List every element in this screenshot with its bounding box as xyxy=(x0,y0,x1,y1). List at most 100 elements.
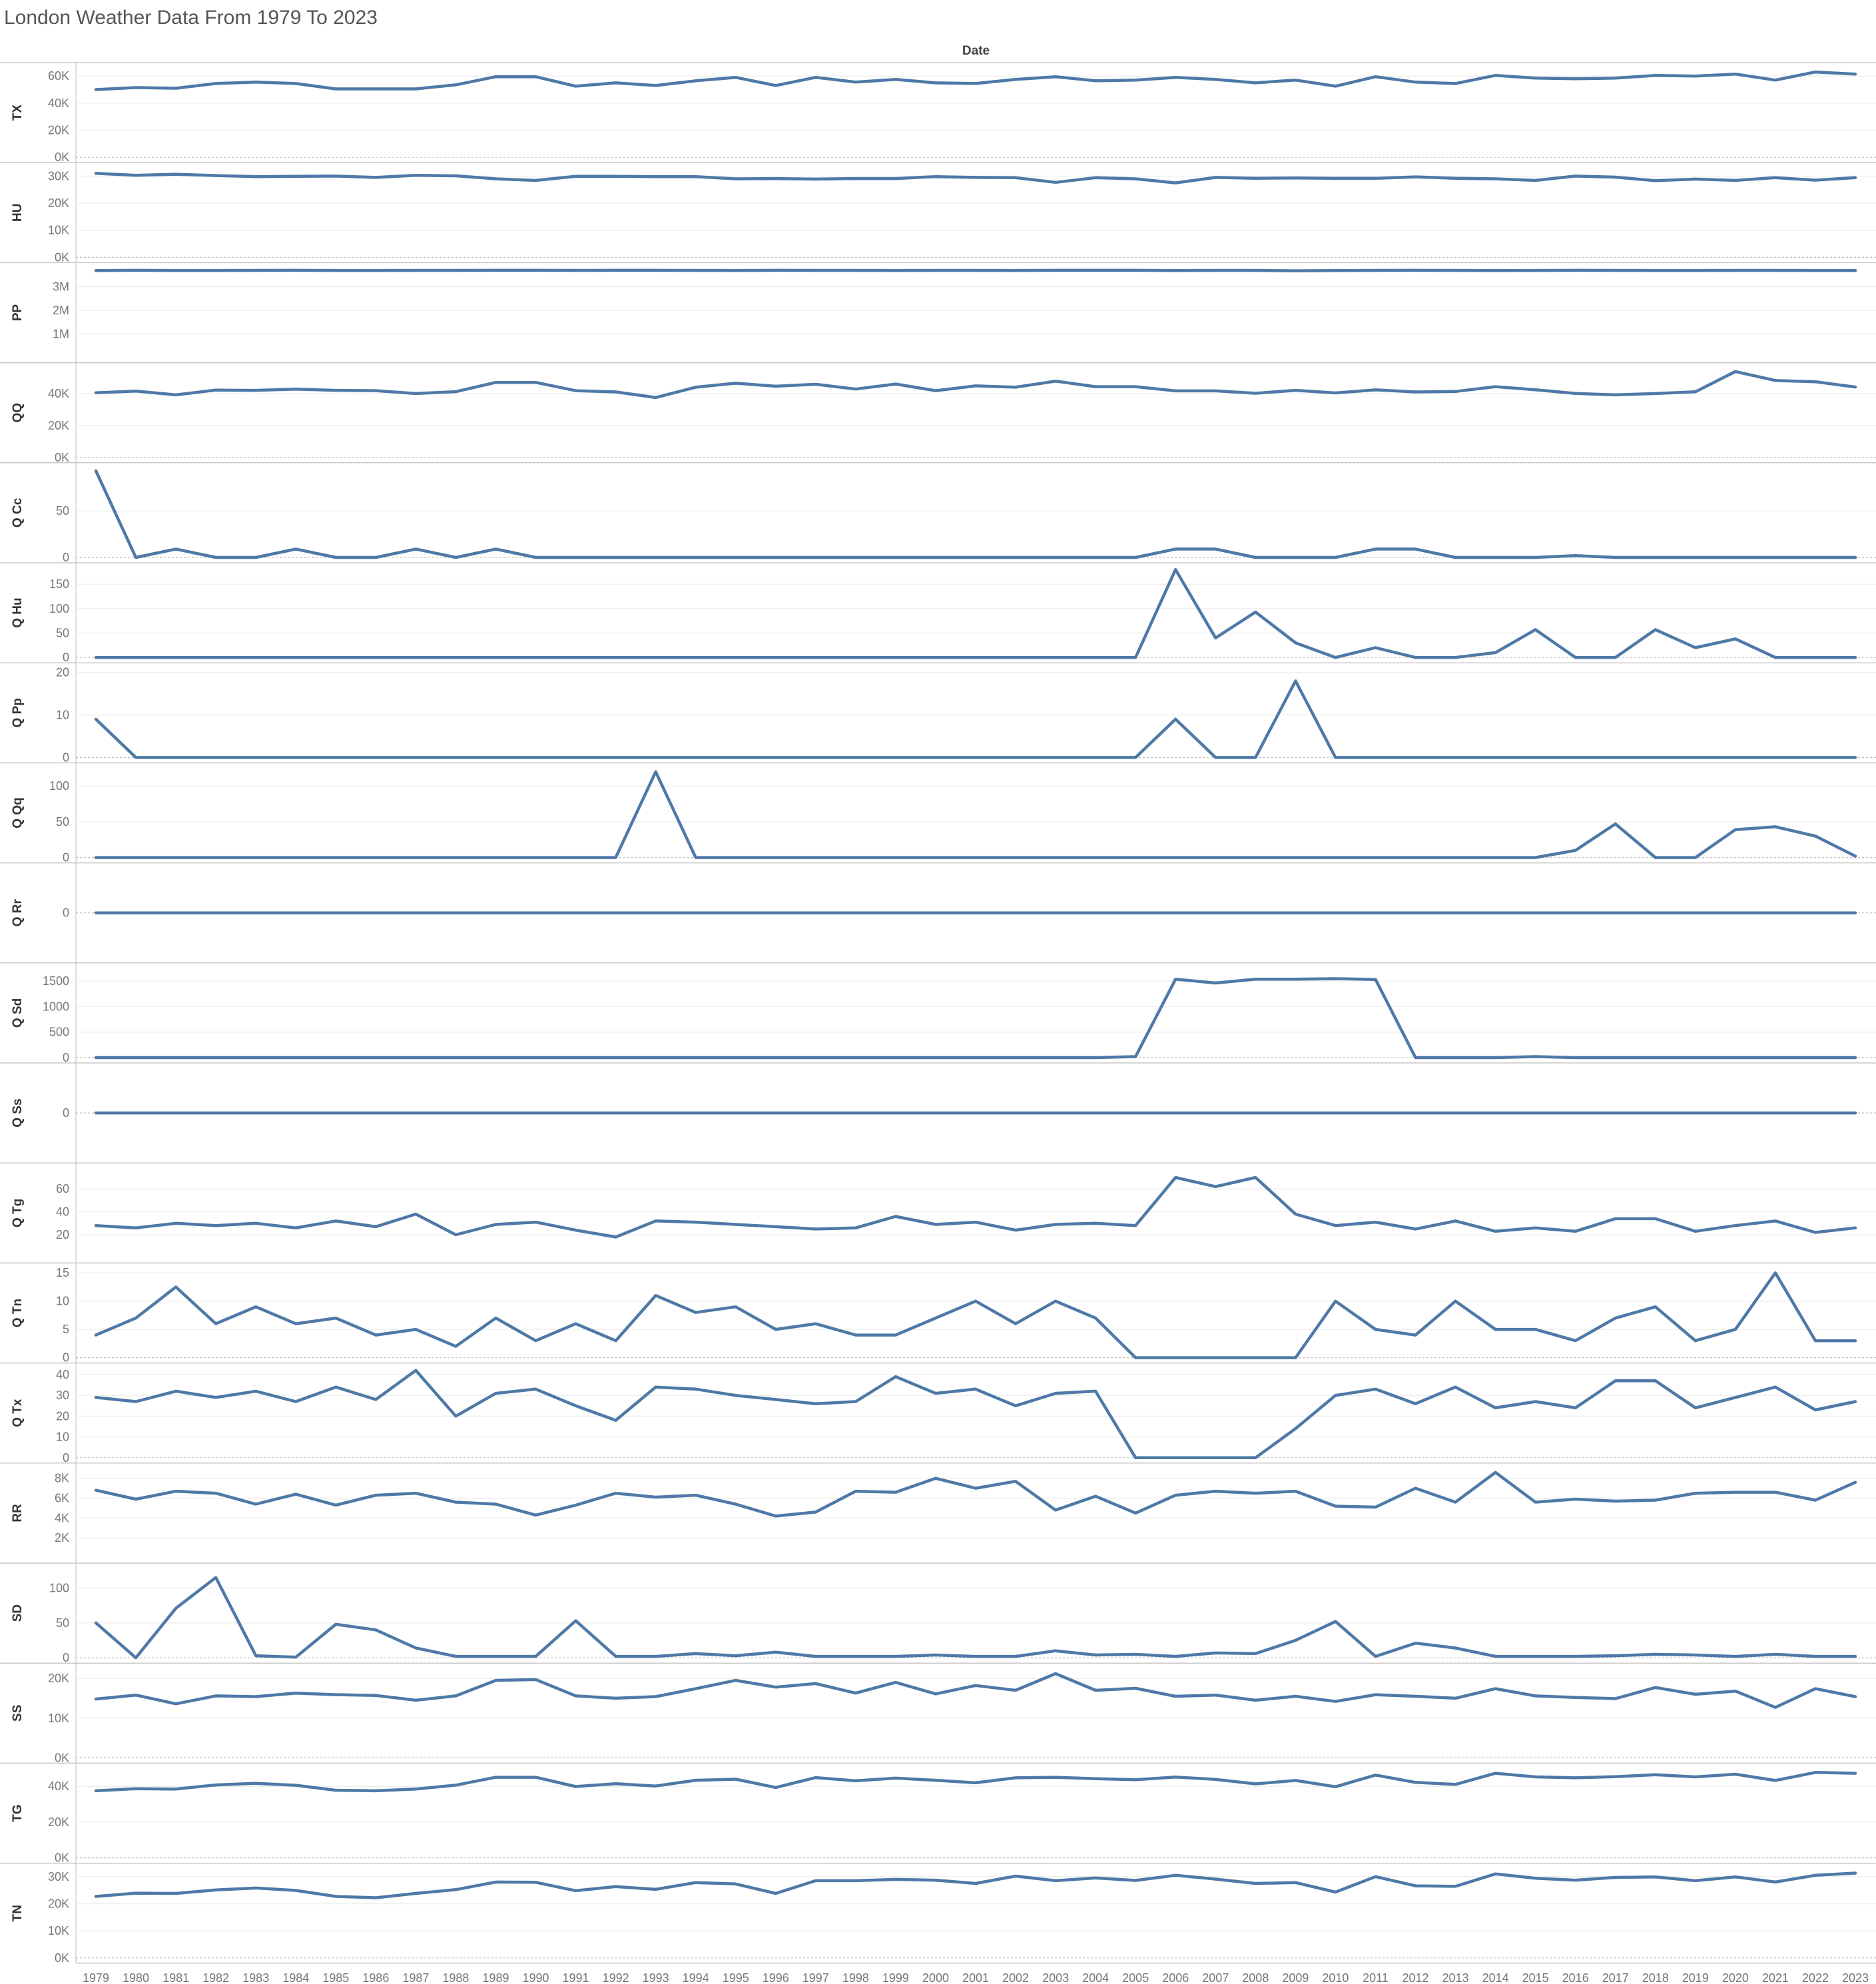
x-tick-label: 2017 xyxy=(1602,1971,1629,1984)
y-tick-label: 0K xyxy=(55,1751,69,1764)
x-tick-label: 2016 xyxy=(1562,1971,1589,1984)
panel-tn: 0K 10K 20K 30K TN xyxy=(0,1862,1876,1965)
y-tick-label: 10K xyxy=(48,1924,69,1937)
y-tick-label: 0K xyxy=(55,451,69,464)
series-line-q-tg xyxy=(94,1175,1857,1239)
x-tick-label: 1992 xyxy=(603,1971,629,1984)
panel-label: Q Hu xyxy=(11,597,25,627)
y-tick-label: 40 xyxy=(56,1205,69,1219)
y-tick-label: 0 xyxy=(63,751,69,764)
x-tick-label: 2000 xyxy=(922,1971,949,1984)
panel-pp: 1M 2M 3M PP xyxy=(0,262,1876,340)
y-tick-label: 1M xyxy=(53,327,69,340)
panel-label: Q Rr xyxy=(11,899,25,927)
y-tick-label: 1000 xyxy=(43,1000,69,1013)
y-tick-label: 50 xyxy=(56,1616,69,1630)
x-tick-label: 2008 xyxy=(1242,1971,1269,1984)
series-line-q-pp xyxy=(94,679,1857,759)
y-tick-label: 2K xyxy=(55,1531,69,1544)
series-line-pp xyxy=(94,268,1857,272)
x-tick-label: 1986 xyxy=(362,1971,389,1984)
y-tick-label: 20K xyxy=(48,196,69,210)
x-tick-label: 1990 xyxy=(522,1971,549,1984)
x-tick-label: 2021 xyxy=(1762,1971,1789,1984)
x-tick-label: 2001 xyxy=(962,1971,989,1984)
y-tick-label: 20K xyxy=(48,124,69,137)
y-tick-label: 30K xyxy=(48,169,69,182)
y-tick-label: 40K xyxy=(48,1780,69,1793)
panel-label: SS xyxy=(11,1705,25,1722)
panel-label: RR xyxy=(11,1504,25,1522)
x-tick-label: 1980 xyxy=(123,1971,149,1984)
y-tick-label: 0 xyxy=(63,1106,69,1120)
y-tick-label: 0K xyxy=(55,250,69,264)
y-tick-label: 10K xyxy=(48,1712,69,1725)
panel-qq: 0K 20K 40K QQ xyxy=(0,362,1876,464)
x-tick-label: 1987 xyxy=(402,1971,429,1984)
y-tick-label: 5 xyxy=(63,1323,69,1336)
x-tick-label: 1989 xyxy=(482,1971,509,1984)
x-tick-label: 2020 xyxy=(1722,1971,1749,1984)
panel-rr: 2K 4K 6K 8K RR xyxy=(0,1463,1876,1544)
y-tick-label: 20 xyxy=(56,1409,69,1423)
x-tick-label: 1994 xyxy=(683,1971,709,1984)
series-line-tn xyxy=(94,1871,1857,1899)
y-tick-label: 150 xyxy=(49,577,69,591)
x-axis-header: Date xyxy=(962,44,990,58)
panel-q-ss: 0 Q Ss xyxy=(0,1062,1876,1128)
panel-label: Q Tg xyxy=(11,1199,25,1227)
panel-label: PP xyxy=(11,304,25,322)
y-tick-label: 3M xyxy=(53,280,69,294)
x-tick-label: 2014 xyxy=(1482,1971,1509,1984)
y-tick-label: 30 xyxy=(56,1389,69,1402)
y-tick-label: 40K xyxy=(48,387,69,400)
chart-title: London Weather Data From 1979 To 2023 xyxy=(4,7,378,29)
y-tick-label: 20K xyxy=(48,419,69,432)
x-tick-label: 2009 xyxy=(1282,1971,1309,1984)
panel-label: TG xyxy=(11,1804,25,1821)
panel-q-tx: 0 10 20 30 40 Q Tx xyxy=(0,1362,1876,1465)
y-tick-label: 10K xyxy=(48,224,69,237)
series-line-q-sd xyxy=(94,977,1857,1060)
y-tick-label: 6K xyxy=(55,1492,69,1505)
y-tick-label: 15 xyxy=(56,1266,69,1279)
panel-label: Q Tn xyxy=(11,1299,25,1327)
x-tick-label: 2023 xyxy=(1842,1971,1869,1984)
panel-label: SD xyxy=(11,1604,25,1622)
y-tick-label: 0K xyxy=(55,1851,69,1865)
x-tick-label: 2002 xyxy=(1002,1971,1029,1984)
x-tick-label: 2019 xyxy=(1682,1971,1709,1984)
y-tick-label: 20 xyxy=(56,666,69,679)
x-tick-label: 2013 xyxy=(1442,1971,1469,1984)
y-tick-label: 0 xyxy=(63,906,69,920)
x-tick-label: 2011 xyxy=(1363,1971,1389,1984)
y-tick-label: 50 xyxy=(56,815,69,828)
panel-hu: 0K 10K 20K 30K HU xyxy=(0,162,1876,264)
panel-label: Q Cc xyxy=(11,497,25,527)
x-tick-label: 2010 xyxy=(1322,1971,1349,1984)
series-line-q-hu xyxy=(94,567,1857,659)
x-tick-label: 2015 xyxy=(1522,1971,1549,1984)
panel-label: HU xyxy=(11,204,25,222)
panel-ss: 0K 10K 20K SS xyxy=(0,1662,1876,1764)
panel-q-cc: 0 50 Q Cc xyxy=(0,462,1876,564)
panel-q-tn: 0 5 10 15 Q Tn xyxy=(0,1262,1876,1365)
y-tick-label: 10 xyxy=(56,708,69,721)
panel-q-tg: 20 40 60 Q Tg xyxy=(0,1162,1876,1241)
y-tick-label: 40K xyxy=(48,97,69,110)
y-tick-label: 20K xyxy=(48,1897,69,1910)
y-tick-label: 1500 xyxy=(43,974,69,988)
series-line-tx xyxy=(94,70,1857,91)
x-tick-label: 2012 xyxy=(1402,1971,1428,1984)
y-tick-label: 20 xyxy=(56,1228,69,1241)
y-tick-label: 50 xyxy=(56,504,69,517)
x-tick-label: 2003 xyxy=(1042,1971,1069,1984)
y-tick-label: 4K xyxy=(55,1511,69,1524)
x-tick-label: 1983 xyxy=(242,1971,269,1984)
y-tick-label: 10 xyxy=(56,1431,69,1444)
panel-tx: 0K 20K 40K 60K TX xyxy=(0,62,1876,164)
panel-label: TN xyxy=(11,1905,25,1921)
y-tick-label: 60 xyxy=(56,1182,69,1195)
panel-tg: 0K 20K 40K TG xyxy=(0,1762,1876,1865)
